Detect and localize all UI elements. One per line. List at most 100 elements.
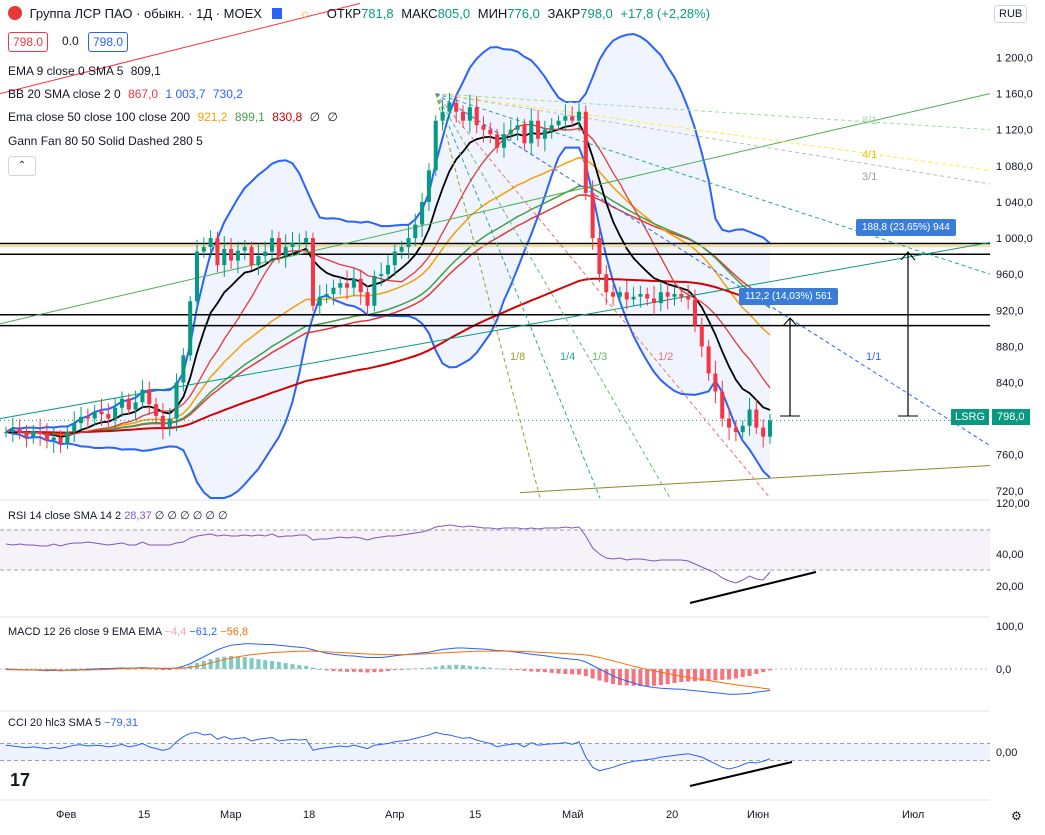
legend-bb-lower: 730,2: [212, 87, 243, 101]
candle-body: [263, 251, 268, 257]
measure-label-mid[interactable]: 112,2 (14,03%) 561: [739, 288, 839, 305]
settings-gear-icon[interactable]: ⚙: [1011, 809, 1022, 823]
legend-rsi[interactable]: RSI 14 close SMA 14 2 28,37 ∅ ∅ ∅ ∅ ∅ ∅: [8, 509, 228, 522]
macd-hist-bar: [570, 669, 575, 675]
ask-price[interactable]: 798.0: [88, 32, 129, 52]
measure-label-top[interactable]: 188,8 (23,65%) 944: [856, 219, 956, 236]
candle-body: [154, 404, 159, 416]
macd-hist-bar: [365, 669, 370, 673]
macd-hist-bar: [215, 657, 220, 669]
collapse-legend-button[interactable]: ⌃: [8, 156, 36, 176]
macd-hist-bar: [658, 669, 663, 686]
candle-body: [147, 389, 152, 405]
high-label: МАКС: [401, 6, 438, 21]
rsi-tick-label-2: 20,00: [996, 581, 1024, 593]
open-value: 781,8: [361, 6, 394, 21]
macd-hist-bar: [51, 669, 56, 670]
macd-hist-bar: [522, 669, 527, 671]
measure-arrow-mid-head: [782, 317, 798, 327]
macd-hist-bar: [761, 669, 766, 673]
macd-hist-bar: [583, 669, 588, 676]
gann-fan-line-0: [435, 93, 991, 131]
macd-hist-bar: [358, 669, 363, 673]
sun-icon: ☼: [299, 6, 312, 21]
macd-hist-bar: [652, 669, 657, 686]
gann-fan-line-6: [435, 93, 671, 499]
macd-hist-bar: [167, 669, 172, 670]
candle-body: [570, 116, 575, 121]
cci-divergence-line: [689, 761, 793, 787]
candle-body: [338, 283, 343, 288]
macd-hist-bar: [31, 669, 36, 670]
trendline-teal: [0, 242, 991, 420]
candle-body: [645, 294, 650, 299]
candle-body: [222, 248, 227, 266]
favorite-flag-icon[interactable]: [271, 8, 282, 19]
macd-hist-bar: [672, 669, 677, 683]
candle-body: [188, 301, 193, 356]
legend-gann[interactable]: Gann Fan 80 50 Solid Dashed 280 5: [8, 134, 207, 148]
gann-label-2: 3/1: [862, 171, 877, 183]
candle-body: [51, 437, 56, 441]
candle-body: [440, 111, 445, 121]
candle-body: [624, 292, 629, 300]
spread-value: 0.0: [62, 34, 79, 48]
candle-body: [399, 247, 404, 252]
legend-ema-multi[interactable]: Ema close 50 close 100 close 200 921,2 8…: [8, 110, 342, 124]
candle-body: [215, 238, 220, 266]
candle-body: [65, 432, 70, 444]
macd-hist-bar: [276, 662, 281, 669]
candle-body: [754, 409, 759, 428]
low-value: 776,0: [507, 6, 540, 21]
time-tick-label-4: Апр: [385, 809, 404, 821]
rsi-tick-label-0: 120,00: [996, 498, 1030, 510]
legend-cci[interactable]: CCI 20 hlc3 SMA 5 −79,31: [8, 717, 138, 729]
macd-hist-bar: [754, 669, 759, 674]
price-tick-label-3: 840,0: [996, 377, 1024, 389]
macd-tick-label-0: 100,0: [996, 621, 1024, 633]
candle-body: [747, 409, 752, 426]
candle-body: [44, 433, 49, 441]
legend-rsi-label: RSI 14 close SMA 14 2: [8, 510, 122, 522]
candle-body: [270, 238, 275, 252]
time-tick-label-3: 18: [303, 809, 315, 821]
legend-ema-null-2: ∅: [327, 110, 338, 124]
macd-hist-bar: [310, 667, 315, 669]
bid-price[interactable]: 798.0: [8, 32, 49, 52]
candle-body: [310, 238, 315, 306]
candle-body: [133, 402, 138, 410]
time-tick-label-9: Июл: [902, 809, 924, 821]
macd-hist-bar: [679, 669, 684, 682]
macd-hist-bar: [706, 669, 711, 681]
macd-hist-bar: [645, 669, 650, 687]
legend-bb[interactable]: BB 20 SMA close 2 0 867,0 1 003,7 730,2: [8, 87, 247, 101]
macd-hist-bar: [385, 669, 391, 672]
macd-hist-bar: [229, 656, 234, 669]
candle-body: [38, 431, 43, 434]
symbol-title[interactable]: Группа ЛСР ПАО · обыкн. · 1Д · MOEX: [29, 6, 262, 21]
currency-button[interactable]: RUB: [994, 5, 1028, 23]
cci-band: [0, 743, 990, 761]
gann-fan-line-3: [435, 93, 991, 275]
legend-macd-line: −61,2: [189, 626, 218, 638]
gann-label-3: 1/8: [510, 351, 525, 363]
candle-body: [597, 238, 602, 275]
candle-body: [740, 425, 745, 433]
macd-hist-bar: [249, 658, 254, 669]
legend-ema9-label: EMA 9 close 0 SMA 5: [8, 64, 124, 78]
candle-body: [119, 398, 124, 408]
price-tick-label-6: 960,0: [996, 269, 1024, 281]
legend-macd[interactable]: MACD 12 26 close 9 EMA EMA −4,4 −61,2 −5…: [8, 626, 248, 638]
candle-body: [106, 414, 111, 419]
symbol-tag: LSRG: [951, 409, 989, 425]
candle-body: [276, 238, 281, 257]
macd-hist-bar: [631, 669, 636, 686]
macd-hist-bar: [624, 669, 629, 686]
macd-hist-bar: [283, 663, 288, 669]
candle-body: [113, 407, 118, 419]
legend-ema9[interactable]: EMA 9 close 0 SMA 5 809,1: [8, 64, 165, 78]
macd-hist-bar: [426, 667, 431, 669]
bollinger-basis-line: [5, 123, 771, 436]
